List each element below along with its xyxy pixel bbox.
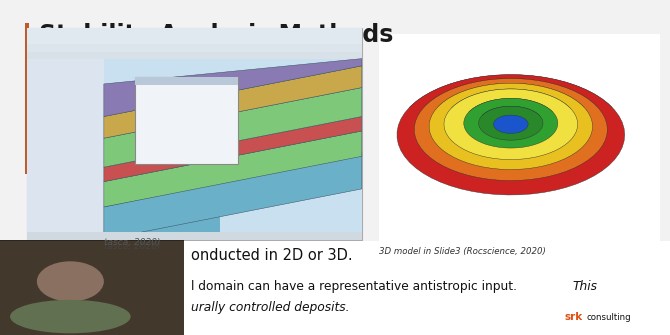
Bar [27,59,104,240]
Text: consulting: consulting [586,313,631,322]
Polygon shape [104,59,362,117]
Polygon shape [104,117,362,182]
Text: srk: srk [565,312,583,322]
Bar [0,241,184,335]
Polygon shape [469,98,553,124]
Bar [379,34,660,245]
Bar [0,240,184,335]
Polygon shape [414,78,608,181]
Text: Stability Analysis Methods: Stability Analysis Methods [39,23,393,47]
Bar [0,0,670,245]
Bar [27,52,362,59]
Bar [27,232,362,240]
Bar [27,28,362,240]
Polygon shape [104,66,362,138]
Polygon shape [425,78,597,115]
Bar [27,28,362,44]
Polygon shape [482,106,539,129]
Text: onducted in 2D or 3D.: onducted in 2D or 3D. [191,248,352,263]
Text: This: This [573,280,598,293]
Bar [0,241,670,335]
Polygon shape [429,83,592,170]
Polygon shape [397,75,624,195]
Polygon shape [409,75,612,115]
Ellipse shape [37,261,104,302]
Text: l domain can have a representative antistropic input.: l domain can have a representative antis… [191,280,521,293]
Bar [104,200,220,240]
Bar [25,23,29,174]
Bar [27,44,362,52]
Ellipse shape [10,300,131,333]
Text: tasca, 2020): tasca, 2020) [104,242,160,251]
Polygon shape [478,106,543,140]
Text: tasca, 2020): tasca, 2020) [104,238,160,247]
Bar [135,77,238,163]
Polygon shape [451,89,570,120]
Polygon shape [104,153,362,240]
Polygon shape [444,89,578,159]
Text: 3D model in Slide3 (Rocscience, 2020): 3D model in Slide3 (Rocscience, 2020) [379,247,545,256]
Bar [135,77,238,85]
Bar [104,59,362,240]
Polygon shape [464,98,558,148]
Polygon shape [438,83,584,117]
Polygon shape [104,131,362,207]
Text: urally controlled deposits.: urally controlled deposits. [191,301,350,314]
Polygon shape [104,87,362,167]
Polygon shape [494,115,528,133]
